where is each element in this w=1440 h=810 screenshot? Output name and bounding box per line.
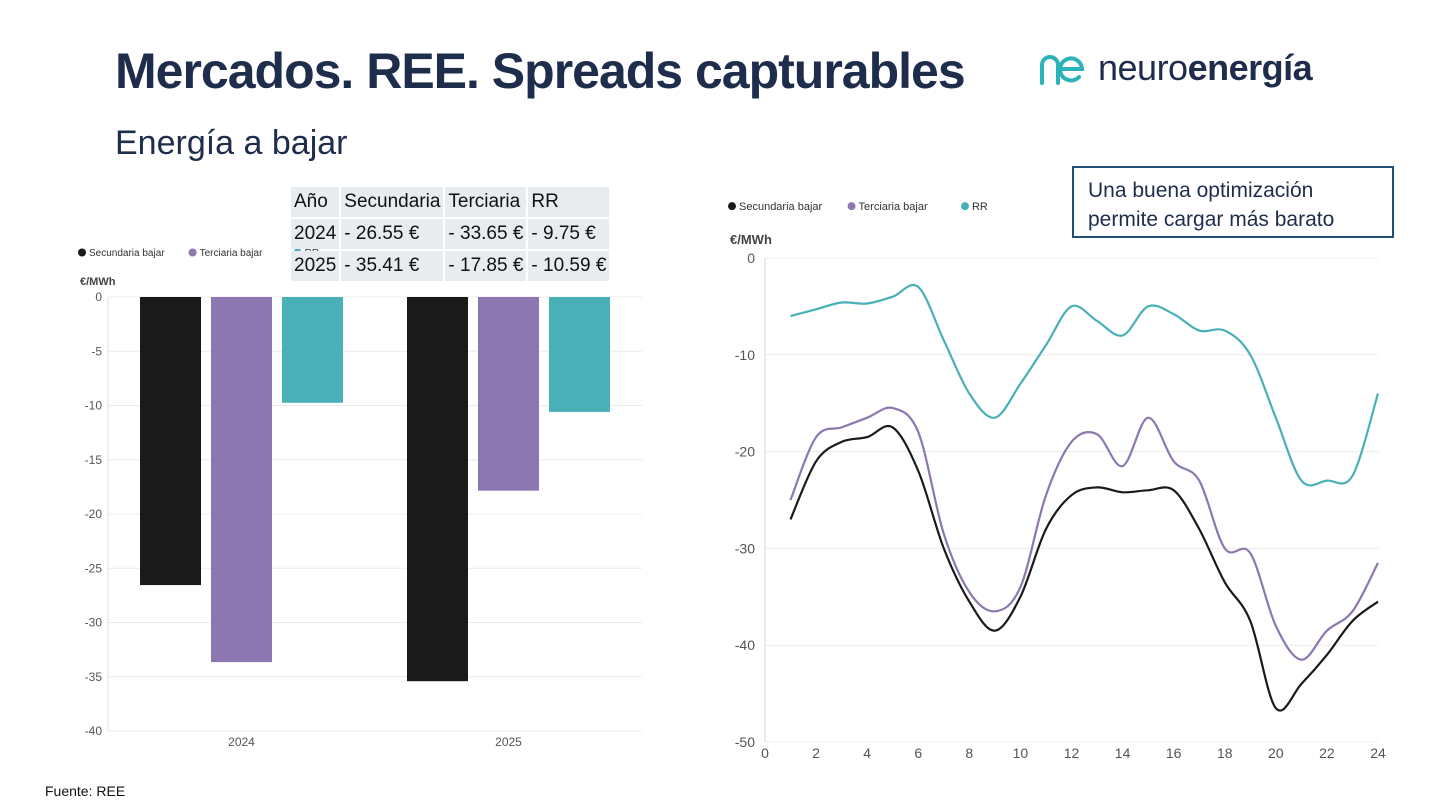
table-header-row: Año Secundaria Terciaria RR [291, 187, 610, 217]
bar-y-tick-label: 0 [95, 290, 102, 304]
legend-label: Secundaria bajar [89, 248, 165, 259]
legend-swatch [728, 202, 736, 211]
line-x-tick-label: 18 [1217, 745, 1233, 761]
legend-label: Terciaria bajar [859, 201, 928, 213]
legend-label: Secundaria bajar [739, 201, 823, 213]
page-subtitle: Energía a bajar [115, 124, 348, 162]
bar-y-tick-label: -35 [85, 670, 103, 684]
bar-y-tick-label: -15 [85, 453, 103, 467]
line-x-tick-label: 10 [1013, 745, 1029, 761]
table-header-cell: Secundaria [341, 187, 444, 217]
bar-x-tick-label: 2024 [228, 735, 255, 749]
line-y-tick-label: 0 [747, 250, 755, 266]
table-header-cell: RR [528, 187, 610, 217]
line-x-tick-label: 8 [965, 745, 973, 761]
line-series-terciaria-bajar [789, 406, 1379, 661]
line-y-tick-label: -40 [735, 637, 755, 653]
bar-secundaria-bajar-2025 [407, 297, 468, 682]
legend-label: Terciaria bajar [200, 248, 263, 259]
line-x-tick-label: 14 [1115, 745, 1131, 761]
table-cell: - 26.55 € [341, 219, 444, 249]
bar-rr-2025 [549, 297, 610, 412]
line-y-tick-label: -10 [735, 347, 755, 363]
table-cell: - 35.41 € [341, 251, 444, 281]
line-y-axis-label: €/MWh [730, 232, 772, 247]
logo-text-bold: energía [1187, 47, 1313, 88]
source-note: Fuente: REE [45, 783, 126, 799]
bar-y-tick-label: -30 [85, 616, 103, 630]
line-x-tick-label: 6 [914, 745, 922, 761]
bar-rr-2024 [282, 297, 343, 403]
line-y-tick-label: -30 [735, 540, 755, 556]
logo-text-light: neuro [1098, 47, 1188, 88]
logo-mark-icon [1040, 55, 1085, 85]
logo-text: neuroenergía [1098, 47, 1313, 89]
bar-y-tick-label: -40 [85, 724, 103, 738]
line-series-secundaria-bajar [789, 425, 1379, 712]
line-x-tick-label: 2 [812, 745, 820, 761]
table-cell: - 33.65 € [445, 219, 527, 249]
table-cell: 2025 [291, 251, 340, 281]
bar-terciaria-bajar-2024 [211, 297, 272, 663]
line-series-rr [790, 283, 1380, 487]
bar-terciaria-bajar-2025 [478, 297, 539, 491]
table-header-cell: Año [291, 187, 340, 217]
table-cell: - 9.75 € [528, 219, 610, 249]
brand-logo: neuroenergía [1038, 47, 1313, 89]
line-x-tick-label: 16 [1166, 745, 1182, 761]
line-x-tick-label: 22 [1319, 745, 1335, 761]
callout-box: Una buena optimización permite cargar má… [1072, 166, 1394, 238]
legend-swatch [78, 248, 86, 257]
callout-line-1: Una buena optimización [1088, 179, 1314, 202]
table-row: 2025 - 35.41 € - 17.85 € - 10.59 € [291, 251, 610, 281]
bar-secundaria-bajar-2024 [140, 297, 201, 586]
line-x-tick-label: 4 [863, 745, 871, 761]
callout-line-2: permite cargar más barato [1088, 208, 1335, 231]
line-x-tick-label: 0 [761, 745, 769, 761]
legend-swatch [188, 248, 197, 257]
table-row: 2024 - 26.55 € - 33.65 € - 9.75 € [291, 219, 610, 249]
table-cell: 2024 [291, 219, 340, 249]
line-x-tick-label: 24 [1370, 745, 1386, 761]
page-title: Mercados. REE. Spreads capturables [115, 43, 966, 99]
bar-y-tick-label: -5 [91, 344, 102, 358]
table-header-cell: Terciaria [445, 187, 527, 217]
bar-y-tick-label: -25 [85, 561, 103, 575]
line-y-tick-label: -50 [735, 734, 755, 750]
legend-label: RR [972, 201, 988, 213]
table-cell: - 10.59 € [528, 251, 610, 281]
line-x-tick-label: 20 [1268, 745, 1284, 761]
line-x-tick-label: 12 [1064, 745, 1080, 761]
line-y-tick-label: -20 [735, 444, 755, 460]
legend-swatch [847, 202, 856, 211]
bar-y-tick-label: -10 [85, 399, 103, 413]
bar-y-tick-label: -20 [85, 507, 103, 521]
summary-table: Año Secundaria Terciaria RR 2024 - 26.55… [289, 185, 611, 283]
legend-swatch [960, 202, 969, 211]
bar-x-tick-label: 2025 [495, 735, 522, 749]
bar-y-axis-label: €/MWh [80, 276, 116, 288]
table-cell: - 17.85 € [445, 251, 527, 281]
